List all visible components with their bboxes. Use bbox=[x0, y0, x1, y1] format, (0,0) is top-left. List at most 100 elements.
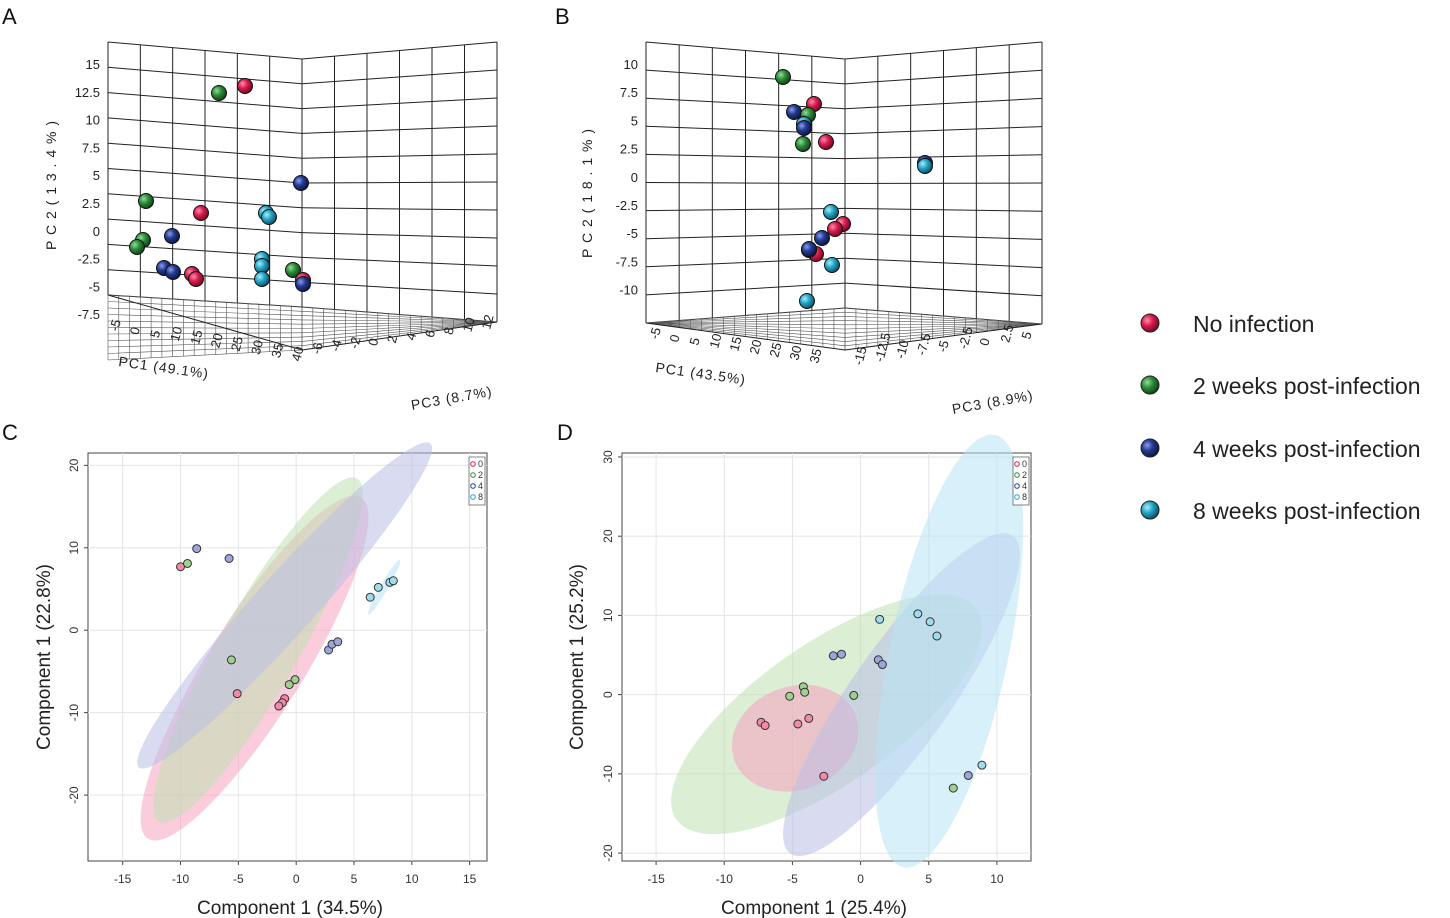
panel-c-xtick-label-0: -15 bbox=[114, 872, 132, 886]
panel-a-x-tick-8: 35 bbox=[268, 342, 286, 360]
panel-label-c: C bbox=[2, 420, 18, 445]
panel-b-z-tick-7: 2.5 bbox=[997, 323, 1016, 344]
panel-a-floor-c-6 bbox=[107, 332, 303, 335]
panel-a-x-ticks: -5 0 5 10 15 20 25 30 35 40 bbox=[106, 318, 306, 363]
panel-a-y-tick-8: -5 bbox=[88, 279, 100, 294]
panel-b-x-label: PC1 (43.5%) bbox=[655, 359, 747, 388]
panel-b-z-tick-8: 5 bbox=[1018, 330, 1034, 341]
panel-d-legend-box bbox=[1012, 456, 1030, 506]
panel-c-point-9 bbox=[192, 544, 202, 554]
panel-a-z-tick-5: 4 bbox=[403, 331, 419, 342]
panel-c-point-6 bbox=[226, 655, 236, 665]
panel-a-floor-d-7 bbox=[301, 321, 498, 338]
panel-b-floor-edge bbox=[645, 322, 1043, 351]
panel-c-point-15 bbox=[373, 582, 383, 592]
panel-a-point-10 bbox=[188, 271, 204, 287]
panel-d-points bbox=[756, 609, 987, 793]
panel-b-x-tick-6: 25 bbox=[766, 341, 784, 359]
panel-b-y-tick-0: 10 bbox=[624, 57, 638, 72]
panel-c-y-label: Component 1 (22.8%) bbox=[34, 564, 55, 750]
panel-b-x-tick-8: 35 bbox=[806, 347, 824, 365]
panel-a-x-tick-3: 10 bbox=[167, 325, 185, 343]
panel-b-point-17 bbox=[824, 257, 840, 273]
panel-d-legend-marker-4 bbox=[1014, 483, 1020, 489]
panel-d-point-2 bbox=[793, 719, 803, 729]
panel-b-y-tick-7: -7.5 bbox=[616, 254, 638, 269]
panel-b-floor-c-7 bbox=[645, 322, 846, 338]
panel-a-y-tick-1: 12.5 bbox=[75, 85, 100, 100]
panel-b-floor-grid bbox=[645, 307, 1043, 351]
panel-b-point-5 bbox=[796, 120, 812, 136]
panel-d-point-18 bbox=[932, 631, 942, 641]
panel-a-z-tick-3: 0 bbox=[365, 337, 381, 348]
panel-d-point-14 bbox=[963, 770, 973, 780]
panel-b-floor-c-4 bbox=[645, 322, 846, 326]
panel-c-point-7 bbox=[290, 675, 300, 685]
panel-d-legend-label-4: 4 bbox=[1022, 481, 1027, 491]
panel-c-point-17 bbox=[388, 576, 398, 586]
panel-a-z-tick-7: 8 bbox=[441, 325, 457, 336]
panel-b-z-tick-0: -15 bbox=[850, 345, 869, 367]
panel-c-legend-label-2: 2 bbox=[478, 470, 483, 480]
panel-b-floor-d-7 bbox=[844, 323, 1043, 338]
panel-a-x-tick-5: 20 bbox=[208, 332, 226, 350]
legend-label-4-weeks: 4 weeks post-infection bbox=[1193, 436, 1421, 462]
panel-c-xtick-label-6: 15 bbox=[463, 872, 477, 886]
panel-d-point-3 bbox=[804, 713, 814, 723]
panel-b-y-tick-3: 2.5 bbox=[620, 142, 638, 157]
legend-marker-no-infection bbox=[1140, 313, 1160, 333]
panel-b-z-tick-3: -7.5 bbox=[913, 332, 933, 358]
panel-c-ticks: -15 -10 -5 0 5 10 15 -20 -10 0 10 20 bbox=[67, 458, 477, 886]
panel-d-ytick-label-4: 20 bbox=[601, 529, 615, 543]
panel-b-floor-c-1 bbox=[645, 311, 846, 324]
panel-b-x-tick-4: 15 bbox=[726, 335, 744, 353]
panel-c-legend-marker-4 bbox=[470, 483, 476, 489]
panel-b-x-tick-5: 20 bbox=[746, 338, 764, 356]
panel-b-floor-d-8 bbox=[844, 323, 1043, 342]
panel-c-xtick-label-1: -10 bbox=[172, 872, 190, 886]
panel-c-point-13 bbox=[333, 637, 343, 647]
panel-c-xtick-label-3: 0 bbox=[293, 872, 300, 886]
panel-d-point-15 bbox=[875, 614, 885, 624]
panel-d-point-13 bbox=[877, 660, 887, 670]
panel-a-z-tick-2: -2 bbox=[346, 335, 363, 350]
panel-d-point-11 bbox=[836, 649, 846, 659]
panel-c-legend-marker-2 bbox=[470, 472, 476, 478]
panel-a-floor-c-9 bbox=[107, 345, 303, 354]
legend-marker-2-weeks bbox=[1140, 375, 1160, 395]
panel-d-point-17 bbox=[925, 617, 935, 627]
panel-d-legend-marker-0 bbox=[1014, 461, 1020, 467]
panel-a-floor-c-0 bbox=[107, 294, 303, 308]
panel-a-point-17 bbox=[285, 262, 301, 278]
panel-a-floor-d-6 bbox=[301, 321, 498, 334]
panel-b-floor-d-9 bbox=[844, 323, 1043, 347]
panel-a-floor-c-1 bbox=[107, 301, 303, 312]
panel-c-xtick-label-5: 10 bbox=[405, 872, 419, 886]
panel-a-z-label: PC3 (8.7%) bbox=[410, 383, 494, 413]
panel-a-point-0 bbox=[237, 78, 253, 94]
panel-b-z-tick-2: -10 bbox=[892, 338, 911, 360]
panel-d-ytick-label-1: -10 bbox=[601, 765, 615, 783]
panel-d-xtick-label-4: 5 bbox=[925, 872, 932, 886]
panel-d-xtick-label-5: 10 bbox=[990, 872, 1004, 886]
panel-a-floor-c-2 bbox=[107, 307, 303, 316]
panel-d-xtick-label-0: -15 bbox=[647, 872, 665, 886]
panel-a-point-3 bbox=[193, 205, 209, 221]
panel-c-point-4 bbox=[274, 701, 284, 711]
legend-marker-8-weeks bbox=[1140, 500, 1160, 520]
panel-b-z-label: PC3 (8.9%) bbox=[951, 387, 1035, 417]
panel-a-point-1 bbox=[211, 85, 227, 101]
panel-b-z-tick-5: -2.5 bbox=[955, 325, 975, 351]
panel-d-ytick-label-3: 10 bbox=[601, 608, 615, 622]
panel-b-y-tick-6: -5 bbox=[626, 226, 638, 241]
panel-d-point-7 bbox=[800, 687, 810, 697]
panel-a-point-13 bbox=[261, 209, 277, 225]
legend-label-2-weeks: 2 weeks post-infection bbox=[1193, 373, 1421, 399]
panel-a-floor-d-4 bbox=[301, 321, 498, 325]
panel-d-legend-label-2: 2 bbox=[1022, 470, 1027, 480]
panel-d-legend-label-0: 0 bbox=[1022, 459, 1027, 469]
panel-b-floor-c-0 bbox=[645, 307, 846, 324]
panel-b-y-tick-8: -10 bbox=[619, 283, 638, 298]
panel-a-x-tick-9: 40 bbox=[288, 345, 306, 363]
